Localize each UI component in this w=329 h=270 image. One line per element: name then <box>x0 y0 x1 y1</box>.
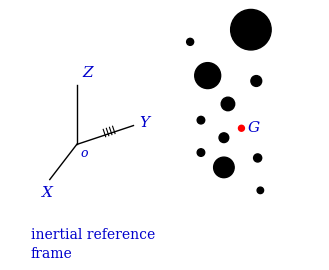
Circle shape <box>251 76 262 86</box>
Text: inertial reference
frame: inertial reference frame <box>31 228 155 261</box>
Circle shape <box>239 125 244 131</box>
Text: Z: Z <box>82 66 93 80</box>
Text: Y: Y <box>139 116 149 130</box>
Circle shape <box>197 116 205 124</box>
Circle shape <box>231 9 271 50</box>
Circle shape <box>254 154 262 162</box>
Text: G: G <box>247 121 260 135</box>
Text: X: X <box>41 186 53 200</box>
Circle shape <box>214 157 234 178</box>
Circle shape <box>221 97 235 111</box>
Circle shape <box>219 133 229 143</box>
Circle shape <box>197 149 205 156</box>
Circle shape <box>187 38 194 45</box>
Circle shape <box>257 187 264 194</box>
Text: o: o <box>80 147 88 160</box>
Circle shape <box>195 63 221 89</box>
